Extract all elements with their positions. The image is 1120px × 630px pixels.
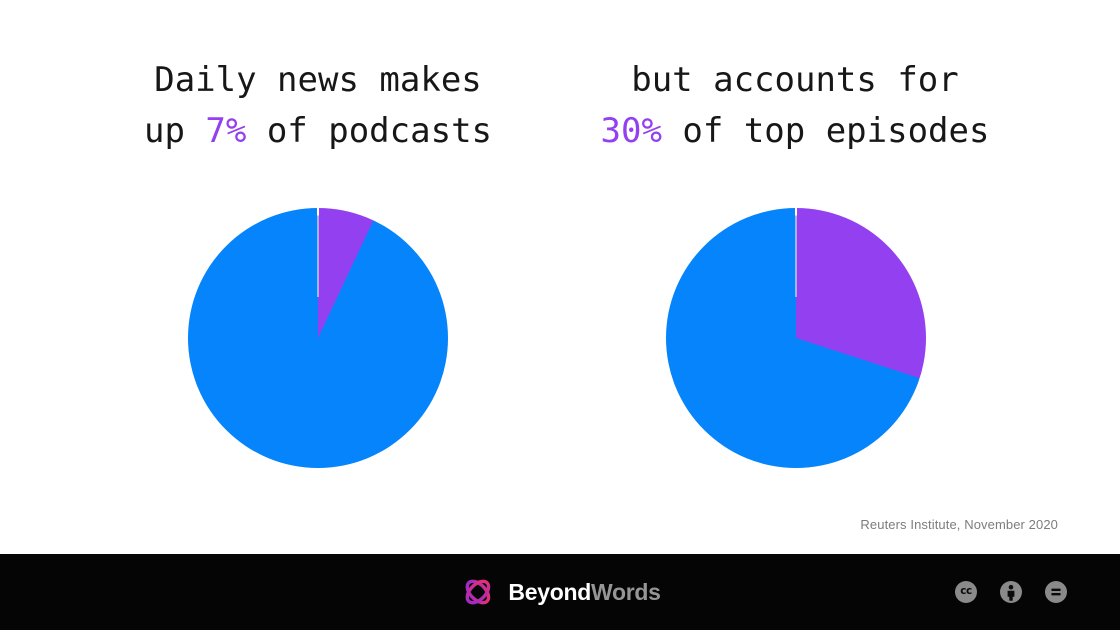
pie-chart-daily-news-share-of-podcasts (188, 208, 448, 468)
wordmark-beyond: Beyond (508, 578, 591, 605)
right-title-accent-value: 30% (600, 111, 662, 151)
equals-glyph (1051, 588, 1061, 596)
attribution-person-icon (1000, 581, 1022, 603)
right-chart-title-line2: 30% of top episodes (601, 106, 990, 157)
left-title-pre-text: up (143, 111, 206, 151)
cc-icon-label: cc (960, 585, 972, 598)
beyondwords-logo: BeyondWords (459, 574, 661, 610)
no-derivatives-icon (1045, 581, 1067, 603)
left-title-post-text: of podcasts (246, 111, 493, 151)
beyondwords-wordmark: BeyondWords (508, 579, 660, 606)
left-chart-title: Daily news makes up 7% of podcasts (144, 55, 492, 157)
left-chart-title-line1: Daily news makes (154, 60, 482, 100)
left-title-accent-value: 7% (205, 111, 247, 151)
attribution-person-glyph (1007, 584, 1015, 601)
creative-commons-license-icons: cc (955, 581, 1067, 603)
left-chart-title-line2: up 7% of podcasts (144, 106, 492, 157)
beyondwords-atom-logo-icon (465, 579, 491, 605)
right-chart-title: but accounts for 30% of top episodes (601, 55, 990, 157)
wordmark-words: Words (590, 578, 661, 605)
pie-chart-daily-news-share-of-top-episodes (666, 208, 926, 468)
right-chart-title-line1: but accounts for (631, 60, 959, 100)
footer-bar: BeyondWords cc (0, 554, 1120, 630)
right-title-post-text: of top episodes (661, 111, 990, 151)
source-attribution: Reuters Institute, November 2020 (860, 517, 1058, 532)
cc-icon: cc (955, 581, 977, 603)
